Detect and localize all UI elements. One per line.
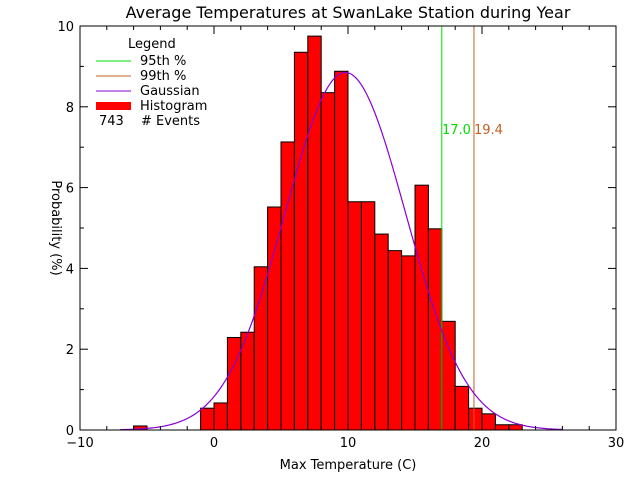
histogram-bar [226,336,242,431]
histogram-bar [347,201,362,431]
y-axis-label: Probability (%) [48,180,63,275]
histogram-bar [508,424,523,431]
histogram-bar [320,92,336,431]
y-tick-label: 4 [66,262,74,277]
histogram-bar [427,228,443,431]
y-tick-label: 6 [66,182,74,197]
x-tick-label: 30 [608,436,625,451]
histogram-bar [213,402,228,431]
histogram-bar [360,201,376,431]
histogram-bar [494,424,510,431]
percentile-95-label: 17.0 [442,123,471,138]
percentile-lines [441,26,475,430]
legend: Legend 95th % 99th % Gaussian Histogram … [96,37,207,129]
chart-title: Average Temperatures at SwanLake Station… [126,3,571,22]
histogram-bar [401,255,416,431]
legend-label-99th: 99th % [140,69,186,84]
histogram-bar [200,407,215,431]
y-tick-label: 8 [66,101,74,116]
histogram-bar [374,233,389,431]
histogram-bar [468,407,483,431]
legend-events-count: 743 [99,114,124,129]
histogram-bar [253,266,269,431]
legend-label-95th: 95th % [140,54,186,69]
histogram-bar [454,385,470,431]
x-tick-label: 20 [474,436,491,451]
percentile-99-label: 19.4 [474,123,503,138]
histogram-bar [414,184,429,431]
legend-title: Legend [128,37,176,52]
histogram-bar [293,51,309,431]
legend-events-label: # Events [141,114,200,129]
x-axis-label: Max Temperature (C) [280,458,417,473]
gaussian-curve [120,71,563,431]
histogram-bar [481,413,496,431]
x-tick-label: 0 [210,436,218,451]
histogram-bar [441,320,456,431]
x-tick-label: 10 [340,436,357,451]
histogram-bar [387,250,403,431]
legend-label-histogram: Histogram [140,99,207,114]
histogram-bar [334,70,349,431]
y-tick-label: 0 [66,424,74,439]
legend-label-gaussian: Gaussian [140,84,200,99]
y-tick-label: 2 [66,343,74,358]
x-tick-label: −10 [66,436,93,451]
histogram-bar [307,35,322,431]
histogram-bar [267,206,282,431]
y-tick-label: 10 [57,20,74,35]
histogram-bars [133,35,523,431]
